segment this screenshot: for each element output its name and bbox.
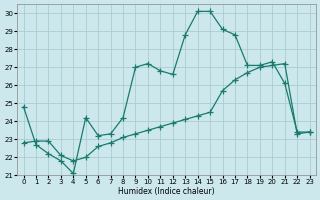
X-axis label: Humidex (Indice chaleur): Humidex (Indice chaleur) [118, 187, 215, 196]
